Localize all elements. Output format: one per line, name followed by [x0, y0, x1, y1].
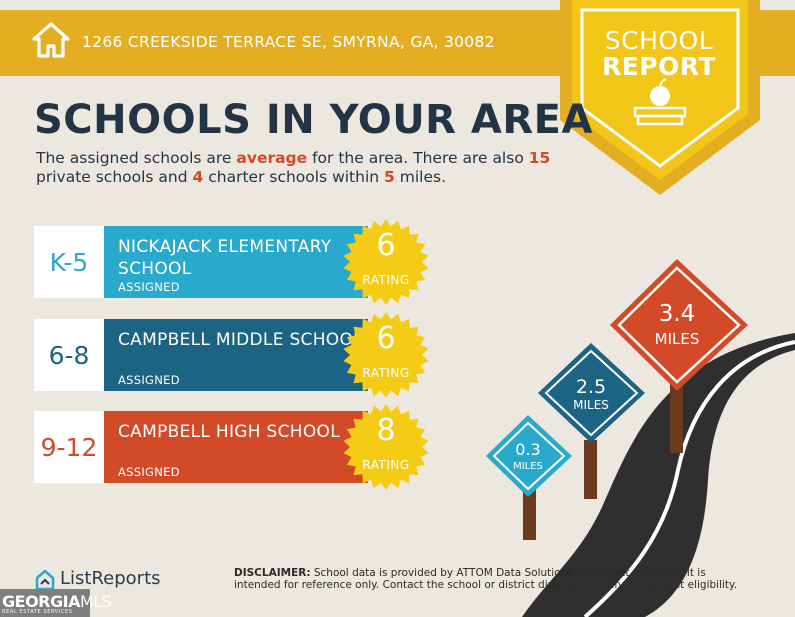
- page-title: SCHOOLS IN YOUR AREA: [34, 97, 593, 143]
- school-row-high[interactable]: 9-12 CAMPBELL HIGH SCHOOL ASSIGNED 8 RAT…: [34, 404, 430, 490]
- sign-post: [584, 440, 597, 499]
- rating-seal-burst: [343, 404, 429, 490]
- school-status: ASSIGNED: [118, 373, 180, 387]
- rating-seal: [343, 404, 429, 490]
- rating-label: RATING: [362, 458, 410, 472]
- school-bar: CAMPBELL HIGH SCHOOL ASSIGNED: [104, 411, 368, 483]
- sign-value: 2.5: [576, 376, 606, 398]
- watermark-brand-a: GEORGIA: [2, 592, 80, 611]
- rating-seal-burst: [343, 219, 429, 305]
- sign-unit: MILES: [655, 330, 700, 348]
- radius-miles: 5: [384, 168, 395, 186]
- road-illustration: 0.3 MILES 2.5 MILES 3.4 MILES: [486, 259, 795, 617]
- listreports-logo-icon: [35, 569, 55, 591]
- intro-part: miles.: [394, 168, 446, 186]
- sign-unit: MILES: [513, 461, 543, 472]
- road: [522, 333, 795, 617]
- disclaimer-label: DISCLAIMER:: [234, 567, 311, 579]
- watermark-sub: REAL ESTATE SERVICES: [2, 609, 73, 615]
- rating-seal: [343, 219, 429, 305]
- distance-sign-1: 2.5 MILES: [538, 343, 645, 443]
- grade-range: 6-8: [34, 319, 104, 391]
- distance-sign-2: 3.4 MILES: [610, 259, 748, 391]
- rating-value: 6: [376, 321, 396, 356]
- badge-line-school: SCHOOL: [604, 26, 714, 55]
- distance-sign-0: 0.3 MILES: [486, 415, 572, 497]
- apple-on-book-icon: [633, 78, 687, 126]
- private-count: 15: [528, 149, 551, 167]
- intro-part: for the area. There are also: [307, 149, 529, 167]
- school-report-badge: [560, 0, 760, 195]
- school-name: CAMPBELL MIDDLE SCHOOL: [118, 330, 363, 350]
- watermark-brand-b: MLS: [79, 592, 112, 611]
- rating-value: 6: [376, 228, 396, 263]
- disclaimer: DISCLAIMER: School data is provided by A…: [234, 567, 754, 591]
- grade-range: 9-12: [34, 411, 104, 483]
- rating-label: RATING: [362, 366, 410, 380]
- home-icon: [32, 22, 70, 58]
- intro-text: The assigned schools are average for the…: [36, 149, 566, 187]
- quality-highlight: average: [236, 149, 308, 167]
- badge-line-report: REPORT: [601, 52, 717, 81]
- school-status: ASSIGNED: [118, 465, 180, 479]
- charter-count: 4: [192, 168, 204, 186]
- school-bar: NICKAJACK ELEMENTARY SCHOOL ASSIGNED: [104, 226, 368, 298]
- property-address: 1266 CREEKSIDE TERRACE SE, SMYRNA, GA, 3…: [82, 33, 495, 51]
- rating-value: 8: [376, 413, 396, 448]
- sign-post: [670, 380, 683, 453]
- badge-title: SCHOOL REPORT: [570, 28, 748, 80]
- road-center-line: [583, 340, 795, 617]
- sign-unit: MILES: [573, 398, 609, 412]
- school-row-middle[interactable]: 6-8 CAMPBELL MIDDLE SCHOOL ASSIGNED 6 RA…: [34, 312, 430, 398]
- intro-part: The assigned schools are: [36, 149, 237, 167]
- intro-part: private schools and: [36, 168, 193, 186]
- intro-part: charter schools within: [203, 168, 385, 186]
- school-bar: CAMPBELL MIDDLE SCHOOL ASSIGNED: [104, 319, 368, 391]
- listreports-logo-text: ListReports: [60, 568, 161, 589]
- rating-seal: [343, 312, 429, 398]
- watermark-brand: GEORGIAMLS: [2, 592, 112, 611]
- sign-value: 3.4: [659, 301, 696, 327]
- school-name: NICKAJACK ELEMENTARY SCHOOL: [118, 237, 332, 279]
- school-row-elementary[interactable]: K-5 NICKAJACK ELEMENTARY SCHOOL ASSIGNED…: [34, 219, 430, 305]
- georgia-mls-watermark: GEORGIAMLS REAL ESTATE SERVICES: [0, 589, 112, 617]
- disclaimer-text: School data is provided by ATTOM Data So…: [234, 567, 738, 591]
- grade-range: K-5: [34, 226, 104, 298]
- sign-value: 0.3: [515, 440, 540, 459]
- rating-seal-burst: [343, 312, 429, 398]
- school-status: ASSIGNED: [118, 280, 180, 294]
- school-name: CAMPBELL HIGH SCHOOL: [118, 422, 341, 442]
- rating-label: RATING: [362, 273, 410, 287]
